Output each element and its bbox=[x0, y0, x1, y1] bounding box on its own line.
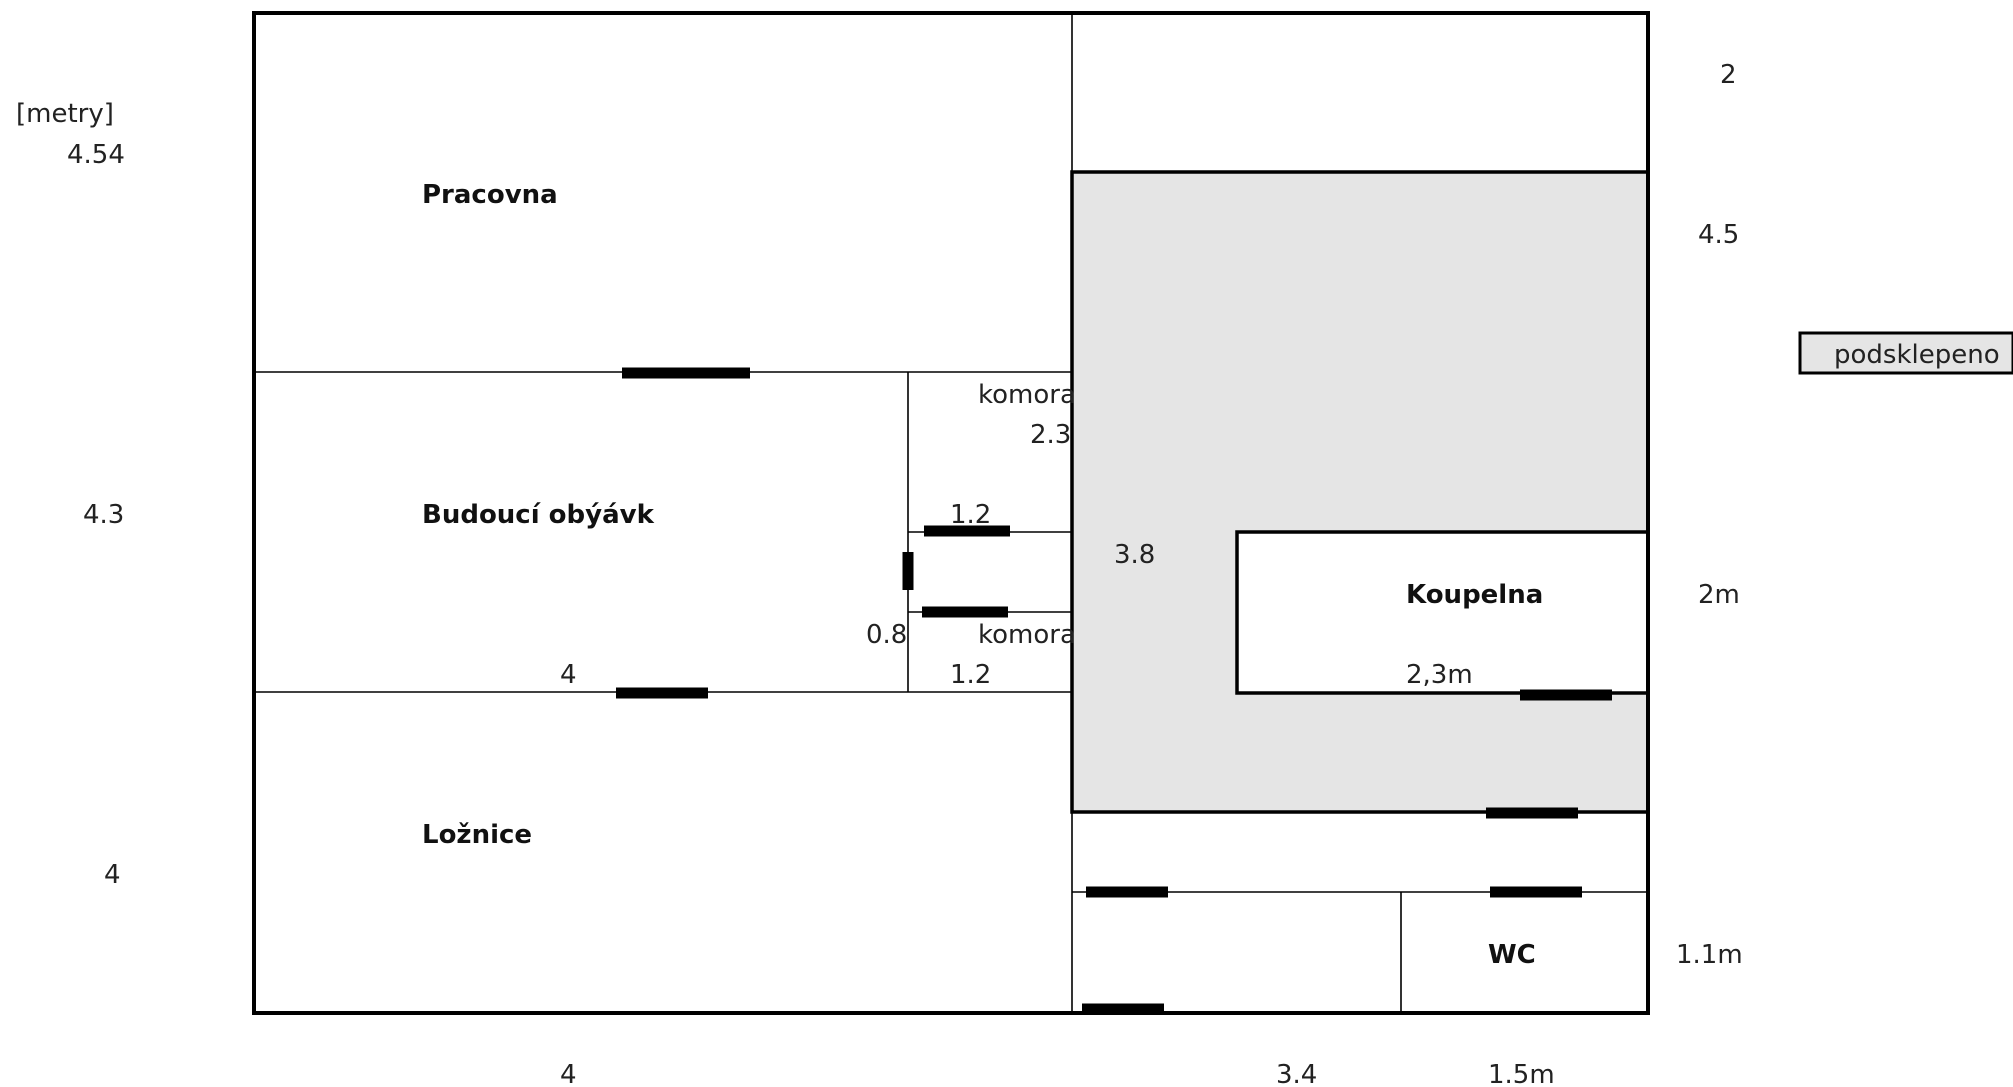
legend-swatch bbox=[1798, 331, 2013, 375]
dim-komora-door: 0.8 bbox=[866, 620, 907, 650]
dim-komora-width-lower: 1.2 bbox=[950, 660, 991, 690]
room-label-komora-upper: komora bbox=[978, 380, 1076, 410]
outer-wall bbox=[252, 11, 1650, 1015]
dim-right-upper: 4.5 bbox=[1698, 220, 1739, 250]
dim-komora-height: 2.3 bbox=[1030, 420, 1071, 450]
dim-left-top: 4.54 bbox=[67, 140, 125, 170]
room-label-komora-lower: komora bbox=[978, 620, 1076, 650]
dim-bottom-left: 4 bbox=[560, 1060, 577, 1087]
dim-right-bottom: 1.1m bbox=[1676, 940, 1743, 970]
dim-bottom-right: 1.5m bbox=[1488, 1060, 1555, 1087]
dim-left-bottom: 4 bbox=[104, 860, 121, 890]
dim-obyvak-width: 4 bbox=[560, 660, 577, 690]
koupelna-room bbox=[1235, 530, 1650, 695]
room-label-pracovna: Pracovna bbox=[422, 180, 558, 210]
room-label-koupelna: Koupelna bbox=[1406, 580, 1543, 610]
room-label-wc: WC bbox=[1488, 940, 1536, 970]
legend: podsklepeno bbox=[1798, 331, 2013, 375]
dim-right-top: 2 bbox=[1720, 60, 1737, 90]
room-label-obyvak: Budoucí obýávk bbox=[422, 500, 655, 530]
dim-left-middle: 4.3 bbox=[83, 500, 124, 530]
dim-komora-width-upper: 1.2 bbox=[950, 500, 991, 530]
dim-right-middle: 2m bbox=[1698, 580, 1740, 610]
dim-koupelna-width: 2,3m bbox=[1406, 660, 1473, 690]
dim-basement-height: 3.8 bbox=[1114, 540, 1155, 570]
room-label-loznice: Ložnice bbox=[422, 820, 532, 850]
basement-area bbox=[1070, 170, 1650, 814]
dim-bottom-middle: 3.4 bbox=[1276, 1060, 1317, 1087]
units-label: [metry] bbox=[16, 99, 114, 129]
legend-label: podsklepeno bbox=[1834, 340, 2000, 370]
